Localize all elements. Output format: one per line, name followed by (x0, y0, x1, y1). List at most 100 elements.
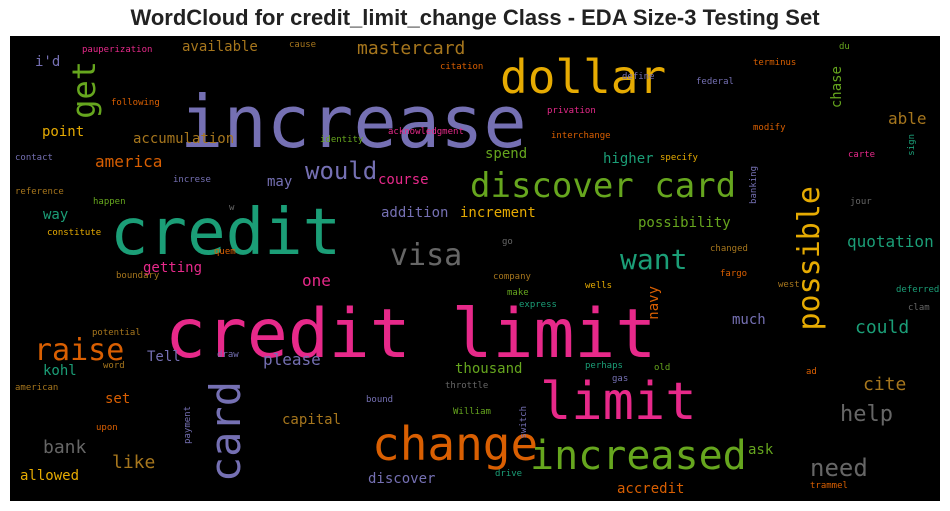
word: mastercard (357, 38, 466, 59)
word: clam (908, 303, 930, 313)
word: raise (34, 333, 125, 368)
word: kohl (43, 363, 77, 379)
word: contact (15, 153, 53, 163)
word: point (42, 124, 85, 140)
word: may (267, 174, 293, 190)
word: america (95, 152, 163, 171)
word: old (654, 363, 671, 373)
word: way (43, 207, 69, 223)
word: boundary (116, 271, 160, 281)
word: w (229, 203, 235, 213)
word: accumulation (133, 131, 235, 147)
word: visa (390, 238, 463, 273)
word: increase (180, 80, 527, 164)
word: capital (282, 412, 342, 428)
word: help (840, 402, 893, 427)
word: sign (907, 134, 917, 156)
word-cloud: credit limit increase credit limit change dol… (10, 36, 940, 501)
word: getting (143, 260, 203, 276)
word: company (493, 272, 531, 282)
word: able (888, 109, 927, 128)
word: quem (214, 247, 236, 257)
word: happen (93, 197, 126, 207)
word: quotation (847, 232, 934, 251)
word: higher (603, 151, 654, 167)
word: potential (92, 328, 141, 338)
word: need (810, 454, 868, 482)
word: perhaps (585, 361, 623, 371)
word: draw (217, 350, 239, 360)
word: available (182, 39, 258, 55)
word: bound (366, 395, 394, 405)
word: define (622, 72, 655, 82)
word: fargo (720, 269, 748, 279)
word: set (105, 391, 131, 407)
word: drive (495, 469, 523, 479)
word: ask (748, 442, 774, 458)
word: Tell (147, 349, 181, 365)
word: one (302, 271, 331, 290)
word: would (305, 157, 378, 185)
word: credit (110, 196, 342, 270)
word: trammel (810, 481, 848, 491)
word: get (65, 61, 103, 119)
word: throttle (445, 381, 489, 391)
word: possibility (638, 215, 731, 231)
word: identity (320, 135, 364, 145)
word: increased (530, 433, 747, 479)
word: word (103, 361, 125, 371)
word: accredit (617, 481, 685, 497)
word: increse (173, 175, 211, 185)
word: wells (585, 281, 613, 291)
word: possible (792, 186, 827, 331)
word: banking (749, 166, 759, 204)
word: limit (540, 372, 697, 432)
word: make (507, 288, 529, 298)
word: payment (183, 406, 193, 444)
word: change (372, 417, 539, 471)
word: carte (848, 150, 876, 160)
word: much (732, 312, 766, 328)
word: navy (646, 286, 662, 320)
word: i'd (35, 54, 61, 70)
word: addition (381, 205, 449, 221)
word: jour (850, 197, 872, 207)
word: federal (696, 77, 734, 87)
word: ad (806, 367, 817, 377)
word: thousand (455, 361, 523, 377)
word: following (111, 98, 160, 108)
word: express (519, 300, 557, 310)
word: like (112, 452, 156, 473)
word: course (378, 172, 429, 188)
word: dollar (500, 50, 667, 104)
word: changed (710, 244, 748, 254)
word: cause (289, 40, 317, 50)
word: privation (547, 106, 596, 116)
word: discover card (470, 166, 737, 206)
word: reference (15, 187, 64, 197)
word: interchange (551, 131, 611, 141)
word: cite (863, 374, 907, 395)
word: modify (753, 123, 786, 133)
word: du (839, 42, 850, 52)
word: citation (440, 62, 484, 72)
word: please (263, 350, 321, 369)
chart-title: WordCloud for credit_limit_change Class … (130, 5, 820, 30)
word: allowed (20, 468, 80, 484)
word: spend (485, 146, 528, 162)
word: terminus (753, 58, 797, 68)
word: William (453, 407, 491, 417)
word: credit limit (165, 295, 657, 374)
word: want (620, 243, 688, 276)
word: switch (519, 406, 529, 439)
word: specify (660, 153, 698, 163)
word: go (502, 237, 513, 247)
word: gas (612, 374, 629, 384)
word: could (855, 317, 910, 338)
word: discover (368, 471, 436, 487)
word: west (778, 280, 800, 290)
word: card (201, 381, 250, 483)
word: increment (460, 205, 536, 221)
word: acknowledgment (388, 127, 464, 137)
